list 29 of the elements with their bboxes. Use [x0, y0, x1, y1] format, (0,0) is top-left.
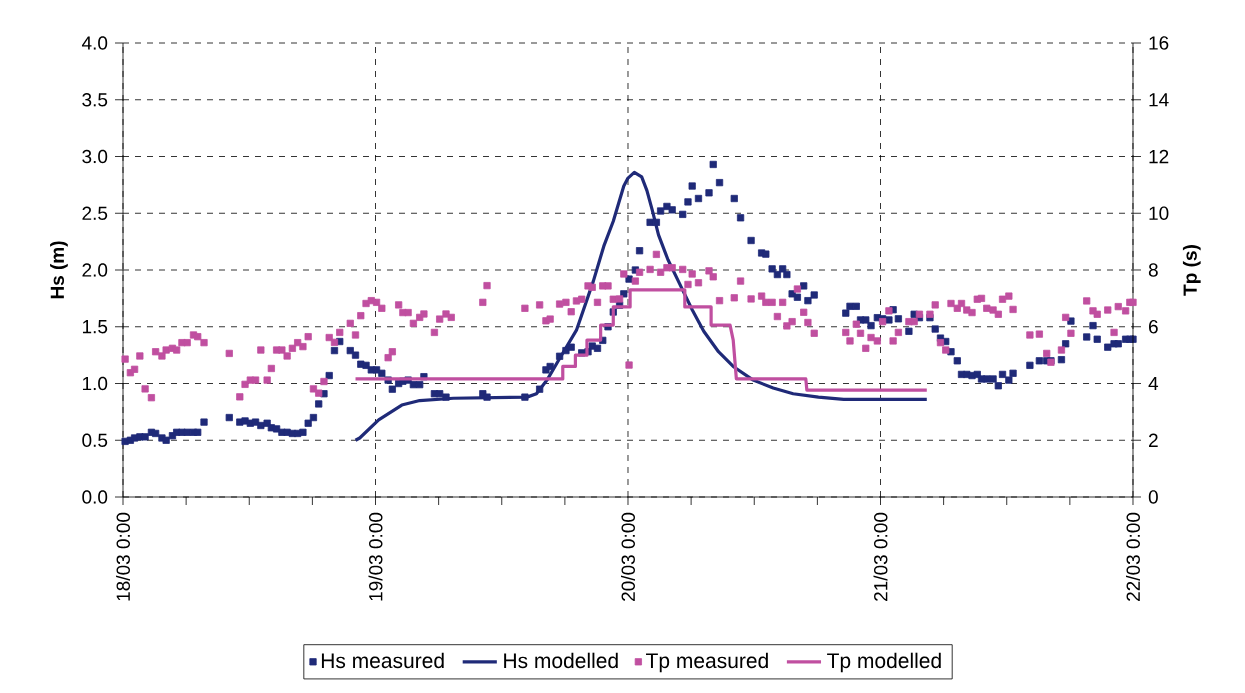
- legend-label: Hs measured: [321, 652, 444, 669]
- y-tick-label: 3.5: [82, 93, 108, 107]
- y2-axis-title: Tp (s): [1182, 245, 1201, 296]
- y2-tick-label: 16: [1149, 36, 1169, 50]
- y-tick-label: 3.0: [82, 149, 108, 164]
- x-tick-label: 18/03 0:00: [116, 512, 130, 601]
- legend-label: Tp modelled: [827, 652, 941, 673]
- y2-tick-label: 4: [1148, 376, 1159, 391]
- y-tick-label: 1.0: [82, 376, 108, 391]
- x-tick-label: 21/03 0:00: [873, 512, 888, 601]
- y-tick-label: 2.0: [82, 263, 108, 277]
- y2-tick-label: 14: [1149, 93, 1169, 107]
- y-tick-label: 1.5: [82, 320, 108, 334]
- y2-tick-label: 0: [1148, 490, 1158, 504]
- y2-tick-label: 8: [1148, 263, 1158, 277]
- y-tick-label: 0.5: [82, 433, 108, 447]
- y-axis-title: Hs (m): [50, 241, 68, 299]
- y-tick-label: 0.0: [82, 490, 108, 504]
- x-tick-label: 22/03 0:00: [1126, 512, 1140, 601]
- y2-tick-label: 12: [1149, 149, 1169, 164]
- legend-label: Hs modelled: [504, 652, 618, 669]
- y2-tick-label: 10: [1149, 206, 1169, 220]
- y2-tick-label: 6: [1149, 320, 1158, 334]
- x-tick-label: 20/03 0:00: [621, 512, 635, 601]
- x-tick-label: 19/03 0:00: [368, 512, 383, 601]
- y-tick-label: 4.0: [81, 36, 108, 50]
- legend-label: Tp measured: [646, 652, 768, 673]
- y2-tick-label: 2: [1149, 433, 1158, 447]
- y-tick-label: 2.5: [82, 206, 108, 220]
